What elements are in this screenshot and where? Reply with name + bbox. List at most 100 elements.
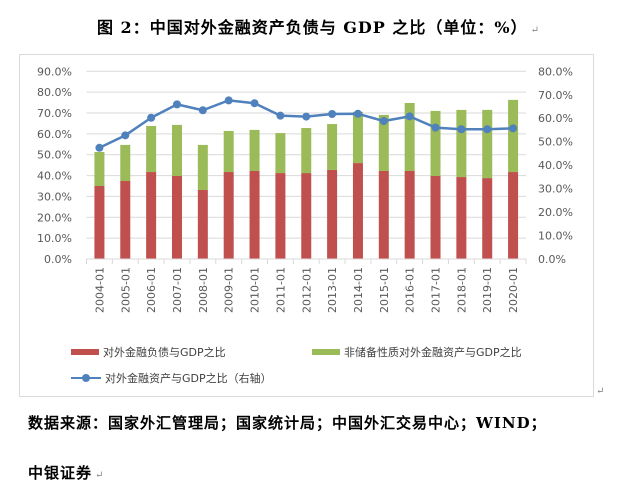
legend-swatch-non-reserve-assets: [312, 349, 340, 355]
paragraph-mark-icon: ↵: [530, 25, 540, 36]
chart: 0.0% 10.0% 20.0% 30.0% 40.0% 50.0% 60.0% 70.0% 8…: [37, 65, 573, 313]
x-axis-tick-label: 2013-01: [326, 267, 339, 313]
bar-liabilities: [249, 170, 260, 259]
x-axis-tick-label: 2018-01: [455, 267, 468, 313]
bar-non-reserve-assets: [327, 124, 338, 170]
x-axis-tick-label: 2016-01: [404, 267, 417, 313]
bar-non-reserve-assets: [301, 128, 312, 174]
assets-line-point: [198, 106, 207, 115]
bar-liabilities: [223, 172, 234, 259]
left-axis-tick-label: 40.0%: [37, 170, 72, 183]
paragraph-mark-icon: ↵: [95, 470, 105, 481]
right-axis-tick-label: 50.0%: [538, 136, 573, 149]
assets-line-point: [509, 124, 518, 133]
bar-liabilities: [404, 170, 415, 259]
left-axis-ticks: 0.0% 10.0% 20.0% 30.0% 40.0% 50.0% 60.0% 70.0% 8…: [37, 65, 72, 266]
bar-liabilities: [301, 173, 312, 259]
assets-line-series: [95, 96, 518, 152]
legend-label-liabilities: 对外金融负债与GDP之比: [103, 346, 226, 359]
x-axis-tick-label: 2017-01: [430, 267, 443, 313]
assets-line-point: [172, 100, 181, 109]
bar-liabilities: [120, 181, 131, 259]
assets-line-point: [250, 99, 259, 108]
assets-line-point: [121, 131, 130, 140]
assets-line-point: [457, 125, 466, 134]
assets-line-point: [276, 111, 285, 120]
assets-line-point: [95, 143, 104, 152]
bar-non-reserve-assets: [171, 124, 182, 176]
left-axis-tick-label: 20.0%: [37, 211, 72, 224]
bar-non-reserve-assets: [378, 114, 389, 171]
chart-frame: [19, 54, 594, 397]
x-axis-tick-label: 2014-01: [352, 267, 365, 313]
bar-liabilities: [378, 170, 389, 259]
right-axis-ticks: 0.0% 10.0% 20.0% 30.0% 40.0% 50.0% 60.0% 70.0% 8…: [538, 65, 573, 266]
legend-item-non-reserve-assets: 非储备性质对外金融资产与GDP之比: [312, 344, 522, 360]
assets-line-point: [483, 125, 492, 134]
bar-liabilities: [146, 172, 157, 259]
assets-line-point: [431, 123, 440, 132]
x-axis-tick-label: 2012-01: [300, 267, 313, 313]
x-axis-tick-label: 2020-01: [507, 267, 520, 313]
right-axis-tick-label: 60.0%: [538, 112, 573, 125]
legend-swatch-assets-line: [71, 373, 101, 383]
bar-liabilities: [508, 172, 519, 259]
x-axis-tick-label: 2009-01: [223, 267, 236, 313]
x-axis-tick-label: 2004-01: [93, 267, 106, 313]
left-axis-tick-label: 80.0%: [37, 86, 72, 99]
bar-liabilities: [171, 175, 182, 259]
bar-liabilities: [430, 175, 441, 259]
bar-non-reserve-assets: [223, 130, 234, 173]
bar-liabilities: [482, 178, 493, 259]
assets-line-point: [224, 96, 233, 105]
x-axis-tick-label: 2015-01: [378, 267, 391, 313]
bar-liabilities: [352, 163, 363, 259]
assets-line-point: [328, 110, 337, 119]
assets-line-point: [302, 112, 311, 121]
left-axis-tick-label: 0.0%: [44, 253, 72, 266]
bar-non-reserve-assets: [275, 133, 286, 174]
bar-non-reserve-assets: [456, 109, 467, 178]
right-axis-tick-label: 70.0%: [538, 89, 573, 102]
x-axis-tick-label: 2008-01: [197, 267, 210, 313]
assets-line-point: [353, 109, 362, 118]
left-axis-tick-label: 70.0%: [37, 107, 72, 120]
paragraph-mark-icon: ↵: [596, 386, 605, 397]
bar-non-reserve-assets: [430, 110, 441, 176]
figure-title: 图 2：中国对外金融资产负债与 GDP 之比（单位：%） ↵: [0, 14, 637, 38]
bar-non-reserve-assets: [249, 129, 260, 171]
data-source-line-2: 中银证券 ↵: [28, 462, 104, 483]
legend-label-assets-line: 对外金融资产与GDP之比（右轴）: [105, 372, 272, 385]
bar-non-reserve-assets: [404, 103, 415, 171]
assets-line-point: [147, 113, 156, 122]
x-axis-tick-label: 2019-01: [481, 267, 494, 313]
left-axis-tick-label: 50.0%: [37, 149, 72, 162]
bar-non-reserve-assets: [197, 144, 208, 190]
bar-liabilities: [456, 177, 467, 259]
bar-liabilities: [275, 173, 286, 259]
x-axis-tick-label: 2010-01: [249, 267, 262, 313]
bar-non-reserve-assets: [482, 109, 493, 179]
right-axis-tick-label: 0.0%: [538, 253, 566, 266]
left-axis-tick-label: 30.0%: [37, 190, 72, 203]
bars: [94, 99, 519, 259]
right-axis-tick-label: 30.0%: [538, 183, 573, 196]
legend-item-assets-line: 对外金融资产与GDP之比（右轴）: [71, 370, 272, 386]
legend-item-liabilities: 对外金融负债与GDP之比: [71, 344, 226, 360]
figure-title-text: 图 2：中国对外金融资产负债与 GDP 之比（单位：%）: [96, 18, 528, 37]
x-axis-tick-label: 2005-01: [119, 267, 132, 313]
right-axis-tick-label: 40.0%: [538, 159, 573, 172]
bar-liabilities: [197, 189, 208, 259]
bar-non-reserve-assets: [352, 111, 363, 164]
x-axis-tick-label: 2006-01: [145, 267, 158, 313]
x-axis-tick-label: 2011-01: [274, 267, 287, 313]
assets-line-point: [405, 112, 414, 121]
x-axis: 2004-01 2005-01 2006-01 2007-01 2008-01 2009-…: [86, 258, 527, 313]
bar-liabilities: [327, 169, 338, 259]
data-source-line-1: 数据来源：国家外汇管理局；国家统计局；中国外汇交易中心；WIND；: [28, 414, 547, 432]
legend-swatch-liabilities: [71, 349, 99, 355]
left-axis-tick-label: 10.0%: [37, 232, 72, 245]
left-axis-tick-label: 60.0%: [37, 128, 72, 141]
bar-non-reserve-assets: [508, 99, 519, 173]
bar-non-reserve-assets: [94, 152, 105, 187]
